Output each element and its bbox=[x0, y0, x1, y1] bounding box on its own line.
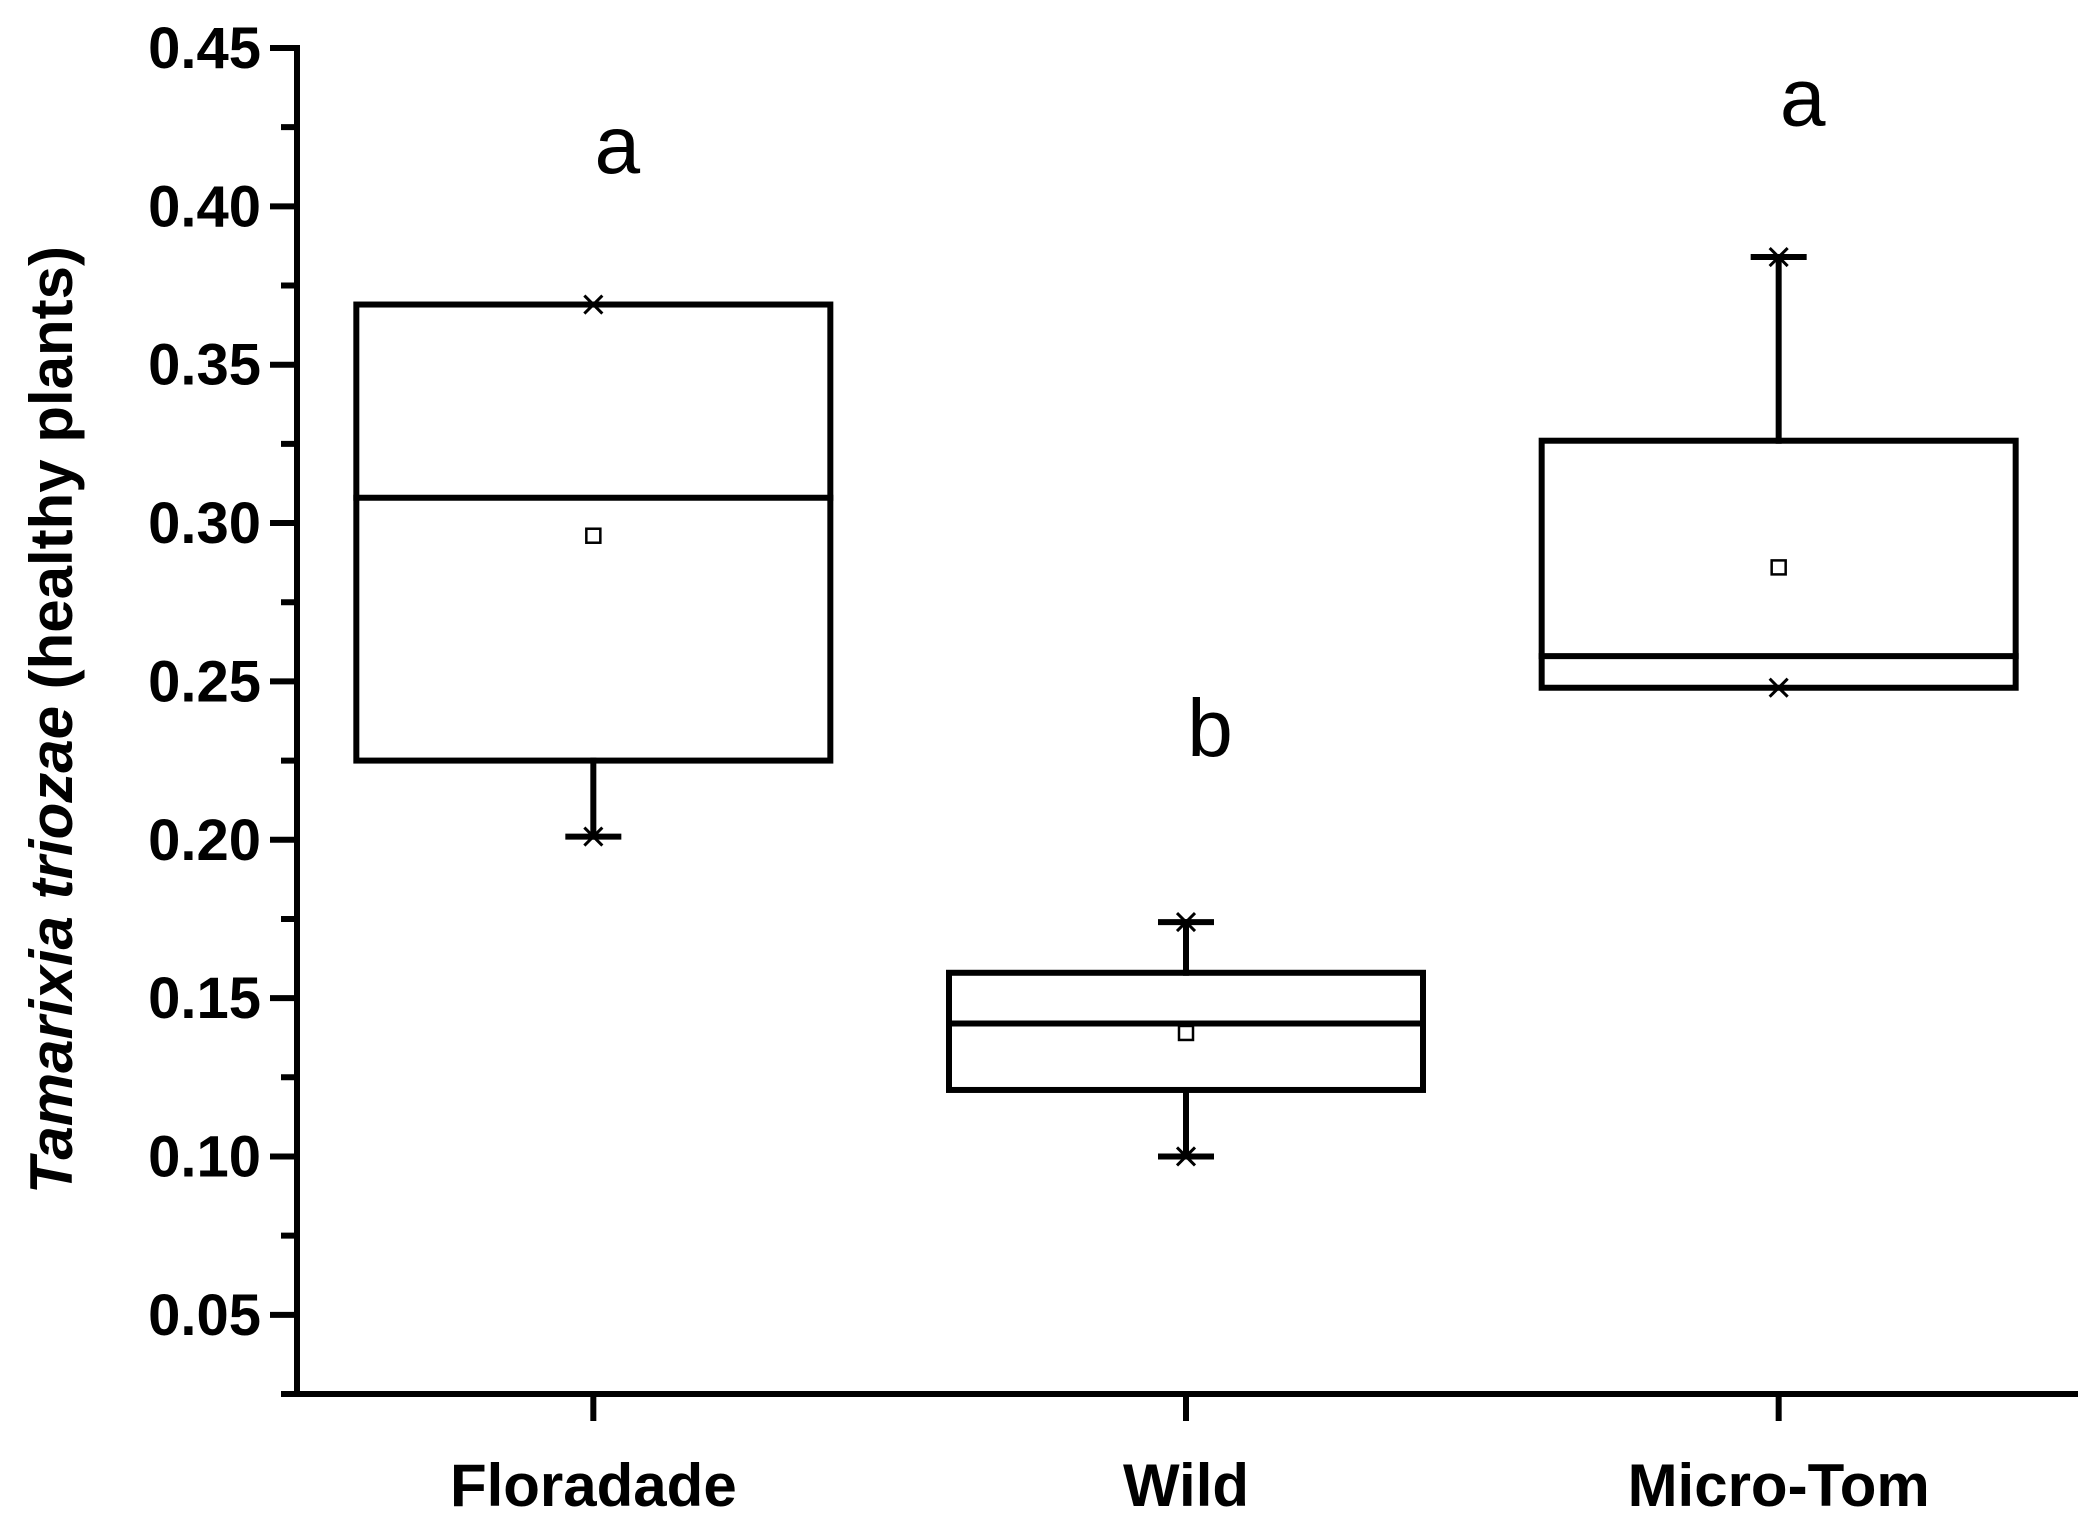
min-marker bbox=[1175, 1146, 1197, 1167]
y-tick-label: 0.20 bbox=[148, 808, 261, 873]
mean-marker bbox=[1770, 559, 1787, 576]
y-tick-label: 0.05 bbox=[148, 1283, 261, 1348]
x-tick-label: Micro-Tom bbox=[1628, 1452, 1930, 1519]
y-tick-label: 0.10 bbox=[148, 1124, 261, 1189]
marker-stroke bbox=[583, 294, 604, 315]
marker-stroke bbox=[1175, 1146, 1197, 1167]
y-tick-label: 0.40 bbox=[148, 174, 261, 239]
y-tick-label: 0.45 bbox=[148, 16, 261, 81]
max-marker bbox=[583, 294, 604, 315]
x-tick-label: Wild bbox=[1123, 1452, 1249, 1519]
marker-stroke bbox=[583, 826, 604, 847]
y-axis-title-rest: (healthy plants) bbox=[18, 246, 85, 706]
y-tick-label: 0.30 bbox=[148, 491, 261, 556]
significance-letter: a bbox=[1780, 53, 1826, 144]
significance-letter: b bbox=[1187, 683, 1233, 774]
marker-stroke bbox=[1768, 246, 1789, 268]
y-axis-title: Tamarixia triozae (healthy plants) bbox=[18, 246, 85, 1194]
min-marker bbox=[1768, 677, 1789, 698]
box-body bbox=[946, 969, 1426, 1093]
y-tick-label: 0.35 bbox=[148, 333, 261, 398]
marker-stroke bbox=[1768, 677, 1789, 698]
svg-text:Tamarixia triozae (healthy pla: Tamarixia triozae (healthy plants) bbox=[18, 246, 85, 1194]
mean-marker bbox=[1177, 1024, 1195, 1042]
significance-letter: a bbox=[595, 100, 641, 191]
y-tick-label: 0.25 bbox=[148, 649, 261, 714]
y-axis-title-italic: Tamarixia triozae bbox=[18, 706, 85, 1194]
y-tick-label: 0.15 bbox=[148, 966, 261, 1031]
x-tick-label: Floradade bbox=[450, 1452, 737, 1519]
min-marker bbox=[583, 826, 604, 847]
mean-marker bbox=[585, 527, 602, 544]
max-marker bbox=[1175, 912, 1197, 933]
max-marker bbox=[1768, 246, 1789, 268]
marker-stroke bbox=[1175, 912, 1197, 933]
